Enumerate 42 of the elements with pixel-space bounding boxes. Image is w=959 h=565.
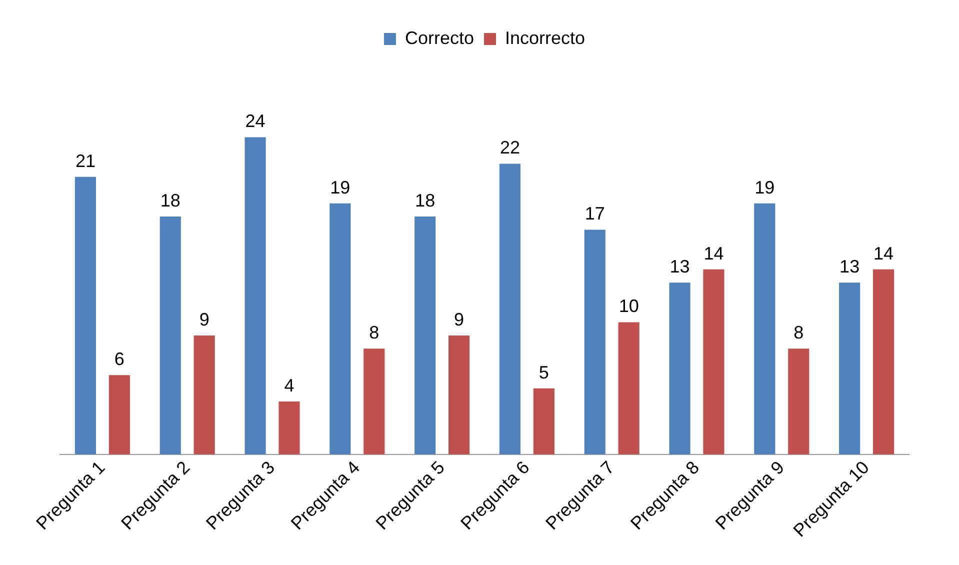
bar bbox=[108, 375, 130, 454]
bar bbox=[839, 282, 860, 454]
data-label: 14 bbox=[704, 243, 724, 264]
bar bbox=[448, 335, 470, 454]
bar bbox=[364, 348, 385, 454]
data-label: 13 bbox=[670, 256, 690, 277]
data-label: 5 bbox=[538, 362, 549, 382]
data-label: 8 bbox=[794, 322, 804, 343]
data-label: 18 bbox=[415, 190, 436, 211]
bar bbox=[533, 388, 554, 454]
data-label: 14 bbox=[874, 243, 894, 264]
bar bbox=[703, 269, 724, 454]
data-label: 19 bbox=[754, 177, 775, 198]
data-label: 4 bbox=[284, 375, 294, 396]
data-label: 22 bbox=[500, 138, 520, 158]
bar bbox=[754, 203, 776, 454]
bar bbox=[160, 216, 181, 454]
bar bbox=[244, 137, 266, 454]
bar bbox=[584, 230, 606, 454]
bar bbox=[194, 335, 215, 454]
legend-label: Correcto bbox=[404, 28, 474, 48]
data-label: 9 bbox=[199, 309, 210, 330]
data-label: 8 bbox=[369, 322, 380, 343]
data-label: 6 bbox=[114, 349, 124, 370]
data-label: 21 bbox=[75, 150, 96, 171]
data-label: 9 bbox=[454, 309, 464, 330]
bar bbox=[330, 203, 351, 454]
data-label: 19 bbox=[330, 177, 350, 198]
bar bbox=[74, 176, 96, 454]
bar bbox=[414, 216, 436, 454]
bar bbox=[669, 282, 690, 454]
data-label: 17 bbox=[584, 204, 605, 224]
bar bbox=[278, 402, 300, 454]
legend-label: Incorrecto bbox=[504, 28, 586, 48]
data-label: 18 bbox=[160, 190, 180, 211]
bar bbox=[618, 322, 640, 454]
bar bbox=[499, 164, 520, 454]
bar bbox=[873, 269, 894, 454]
data-label: 24 bbox=[245, 111, 266, 132]
data-label: 13 bbox=[840, 256, 860, 277]
data-label: 10 bbox=[618, 296, 639, 316]
bar bbox=[788, 348, 810, 454]
